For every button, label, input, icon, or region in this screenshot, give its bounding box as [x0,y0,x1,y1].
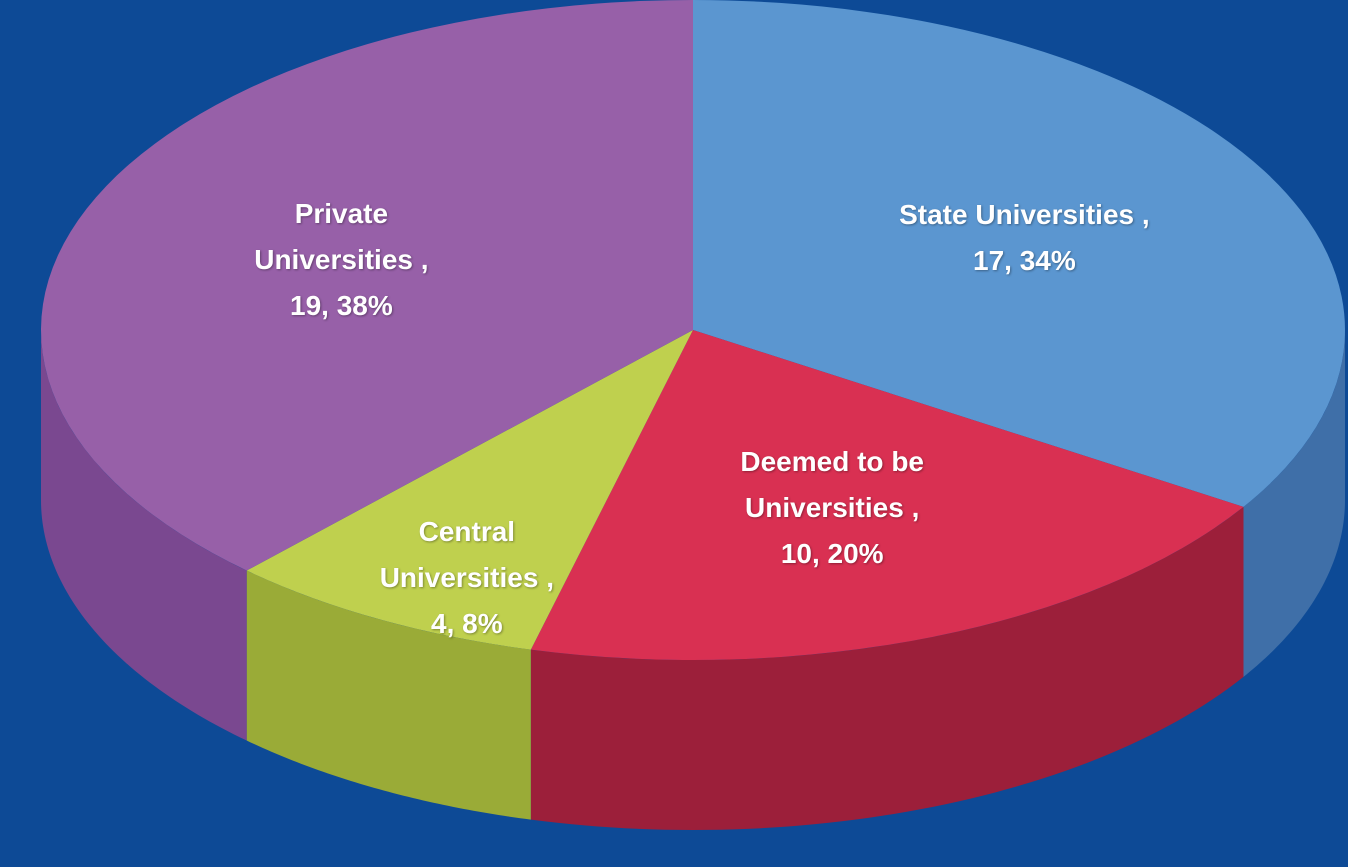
data-label: Deemed to be Universities , 10, 20% [712,439,952,577]
slice [41,0,693,571]
slice-side [246,570,531,820]
category-label: Private Universities , [254,197,429,275]
value-label: 4, 8% [431,608,503,640]
value-label: 10, 20% [780,537,884,569]
value-label: 19, 38% [290,289,393,321]
data-label: State Universities , 17, 34% [874,192,1174,284]
slice [530,330,1244,660]
category-label: Deemed to be Universities , [740,445,924,523]
slice-side [530,506,1244,830]
category-label: Central Universities , [379,516,554,594]
slice [246,330,693,650]
slice [693,0,1345,507]
slice-side [41,330,247,741]
category-label: State Universities , [899,198,1150,230]
value-label: 17, 34% [973,244,1076,276]
slice-side [1243,330,1345,677]
data-label: Central Universities , 4, 8% [347,509,587,647]
data-label: Private Universities , 19, 38% [231,191,451,329]
